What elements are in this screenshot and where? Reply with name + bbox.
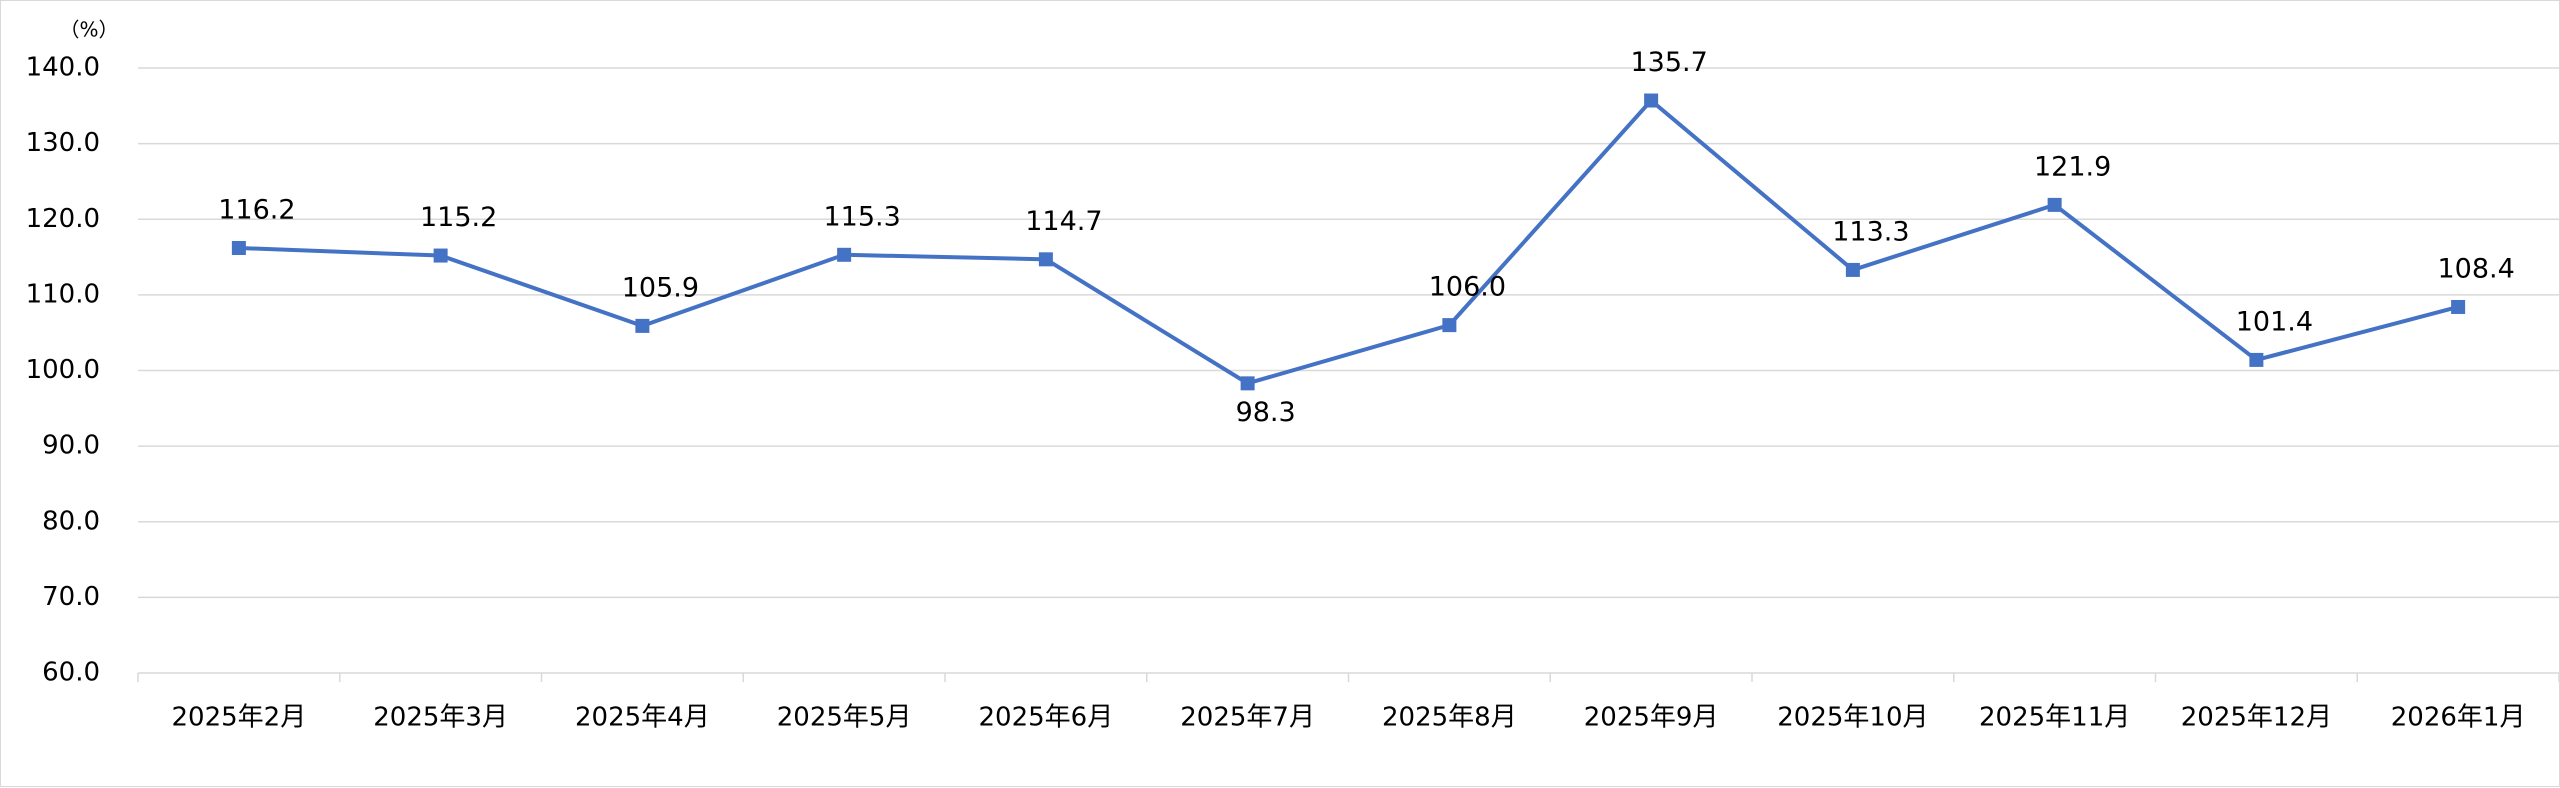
data-label: 115.2 [420, 202, 497, 233]
data-point-marker [433, 248, 448, 263]
series-line [238, 98, 2459, 386]
data-point-marker [231, 240, 246, 255]
data-label: 105.9 [622, 272, 699, 303]
y-tick-label: 70.0 [42, 582, 100, 612]
data-point-marker [1442, 318, 1457, 333]
data-label: 135.7 [1630, 47, 1707, 78]
x-tick-label: 2025年11月 [1979, 703, 2130, 733]
y-tick-label: 100.0 [26, 355, 100, 385]
data-point-marker [1845, 262, 1860, 277]
data-label: 116.2 [218, 194, 295, 225]
gridlines [138, 67, 2559, 599]
x-tick-label: 2025年5月 [777, 703, 912, 733]
data-label: 121.9 [2034, 151, 2111, 182]
data-label: 108.4 [2437, 253, 2514, 284]
y-tick-label: 80.0 [42, 506, 100, 536]
x-tick-label: 2025年4月 [575, 703, 710, 733]
data-point-marker [1038, 252, 1053, 267]
x-tick-label: 2025年9月 [1584, 703, 1719, 733]
data-point-marker [1644, 93, 1659, 108]
data-point-marker [635, 318, 650, 333]
y-tick-label: 130.0 [26, 128, 100, 158]
data-label: 98.3 [1236, 397, 1296, 428]
y-tick-label: 120.0 [26, 204, 100, 234]
data-labels: 116.2 115.2 105.9 115.3 114.7 98.3 106.0 135.7 1… [218, 47, 2515, 428]
y-tick-label: 110.0 [26, 279, 100, 309]
x-tick-label: 2025年3月 [373, 703, 508, 733]
x-tick-label: 2025年7月 [1180, 703, 1315, 733]
y-tick-label: 90.0 [42, 431, 100, 461]
y-axis-ticks: 60.0 70.0 80.0 90.0 100.0 110.0 120.0 130.0 140.… [26, 53, 100, 688]
y-tick-label: 60.0 [42, 658, 100, 688]
x-axis-ticks: 2025年2月 2025年3月 2025年4月 2025年5月 2025年6月 2025年… [172, 703, 2526, 733]
data-point-marker [2249, 352, 2264, 367]
x-tick-label: 2025年6月 [979, 703, 1114, 733]
x-tick-label: 2026年1月 [2391, 703, 2526, 733]
data-label: 101.4 [2236, 306, 2313, 337]
x-tick-label: 2025年2月 [172, 703, 307, 733]
y-tick-label: 140.0 [26, 53, 100, 83]
data-point-marker [2047, 197, 2062, 212]
data-point-marker [1240, 376, 1255, 391]
x-tick-label: 2025年10月 [1777, 703, 1928, 733]
x-tick-label: 2025年8月 [1382, 703, 1517, 733]
data-label: 115.3 [823, 201, 900, 232]
data-label: 106.0 [1429, 272, 1506, 303]
data-point-marker [837, 247, 852, 262]
data-label: 114.7 [1025, 206, 1102, 237]
y-axis-unit-label: （%） [59, 18, 118, 42]
series [231, 93, 2466, 391]
data-point-marker [2451, 299, 2466, 314]
axes [137, 672, 2560, 682]
data-label: 113.3 [1832, 216, 1909, 247]
x-tick-label: 2025年12月 [2181, 703, 2332, 733]
